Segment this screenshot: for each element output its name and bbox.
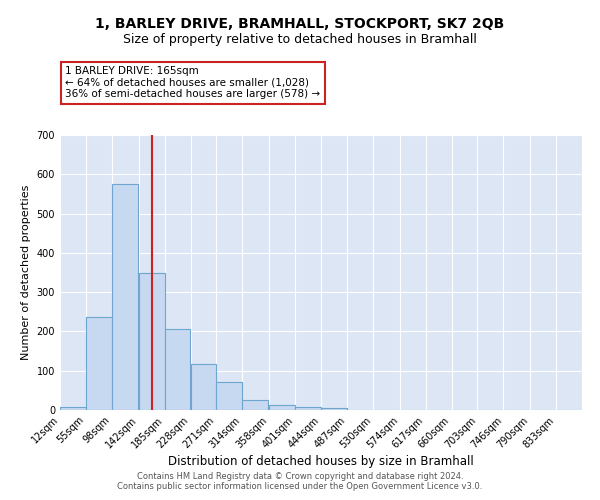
Bar bbox=[60, 407, 86, 410]
Bar bbox=[139, 272, 164, 410]
Bar bbox=[86, 317, 112, 410]
Bar bbox=[269, 405, 295, 410]
Y-axis label: Number of detached properties: Number of detached properties bbox=[21, 185, 31, 360]
Bar bbox=[217, 382, 242, 410]
Text: Contains HM Land Registry data © Crown copyright and database right 2024.: Contains HM Land Registry data © Crown c… bbox=[137, 472, 463, 481]
Bar bbox=[242, 400, 268, 410]
Text: 1, BARLEY DRIVE, BRAMHALL, STOCKPORT, SK7 2QB: 1, BARLEY DRIVE, BRAMHALL, STOCKPORT, SK… bbox=[95, 18, 505, 32]
Bar bbox=[321, 408, 347, 410]
Bar bbox=[164, 330, 190, 410]
Text: Size of property relative to detached houses in Bramhall: Size of property relative to detached ho… bbox=[123, 32, 477, 46]
Bar bbox=[295, 407, 321, 410]
Bar bbox=[191, 364, 217, 410]
Bar bbox=[112, 184, 138, 410]
Text: 1 BARLEY DRIVE: 165sqm
← 64% of detached houses are smaller (1,028)
36% of semi-: 1 BARLEY DRIVE: 165sqm ← 64% of detached… bbox=[65, 66, 320, 100]
Text: Contains public sector information licensed under the Open Government Licence v3: Contains public sector information licen… bbox=[118, 482, 482, 491]
X-axis label: Distribution of detached houses by size in Bramhall: Distribution of detached houses by size … bbox=[168, 456, 474, 468]
